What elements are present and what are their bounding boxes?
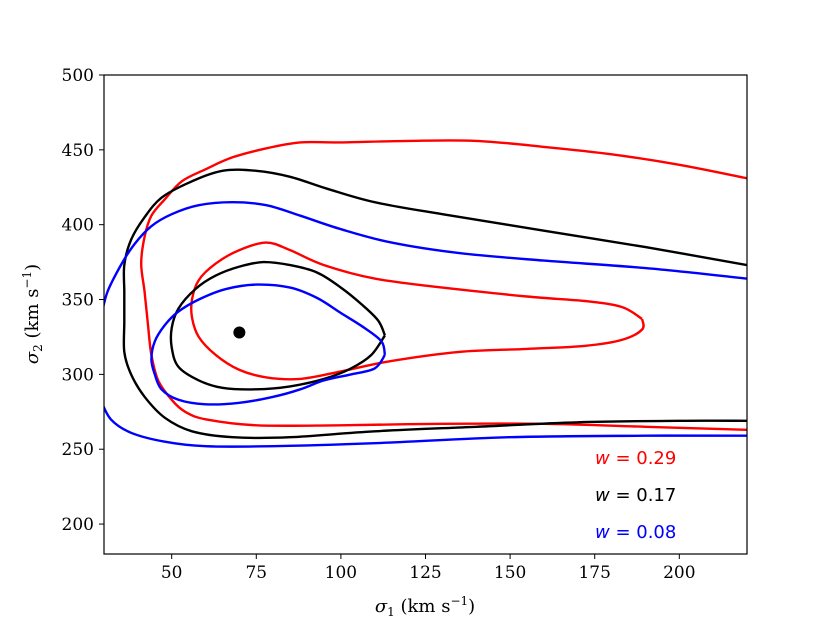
x-tick-label: 150 (494, 563, 526, 583)
contour-line-2-2 (150, 283, 387, 406)
y-tick-label: 200 (62, 515, 94, 535)
contour-line-2-1 (104, 404, 747, 448)
legend: w = 0.29 w = 0.17 w = 0.08 (595, 448, 676, 543)
x-tick-label: 175 (578, 563, 610, 583)
contour-line-1-0 (122, 168, 747, 440)
legend-entry: w = 0.29 (595, 448, 676, 469)
y-tick-label: 300 (62, 365, 94, 385)
x-tick-label: 125 (409, 563, 441, 583)
x-tick-label: 200 (663, 563, 695, 583)
x-tick-label: 100 (325, 563, 357, 583)
plot-frame (103, 74, 748, 555)
x-axis: 50 75 100 125 150 175 200 (161, 554, 696, 583)
y-axis: 200 250 300 350 400 450 500 (62, 66, 104, 535)
x-axis-label: σ1 (km s−1) (375, 594, 475, 619)
contour-line-2-0 (104, 201, 747, 309)
legend-entry: w = 0.08 (595, 522, 676, 543)
legend-entry: w = 0.17 (595, 485, 676, 506)
contour-layer (104, 139, 747, 448)
contour-line-0-1 (189, 241, 645, 381)
x-tick-label: 75 (245, 563, 267, 583)
y-tick-label: 450 (62, 141, 94, 161)
y-tick-label: 500 (62, 66, 94, 86)
y-tick-label: 400 (62, 216, 94, 236)
y-tick-label: 350 (62, 291, 94, 311)
marker-layer (233, 326, 246, 339)
best-fit-marker (233, 326, 246, 339)
y-axis-label: σ2 (km s−1) (20, 264, 45, 364)
y-tick-label: 250 (62, 440, 94, 460)
contour-line-0-0 (140, 139, 747, 431)
contour-line-1-1 (169, 260, 387, 391)
x-tick-label: 50 (161, 563, 183, 583)
